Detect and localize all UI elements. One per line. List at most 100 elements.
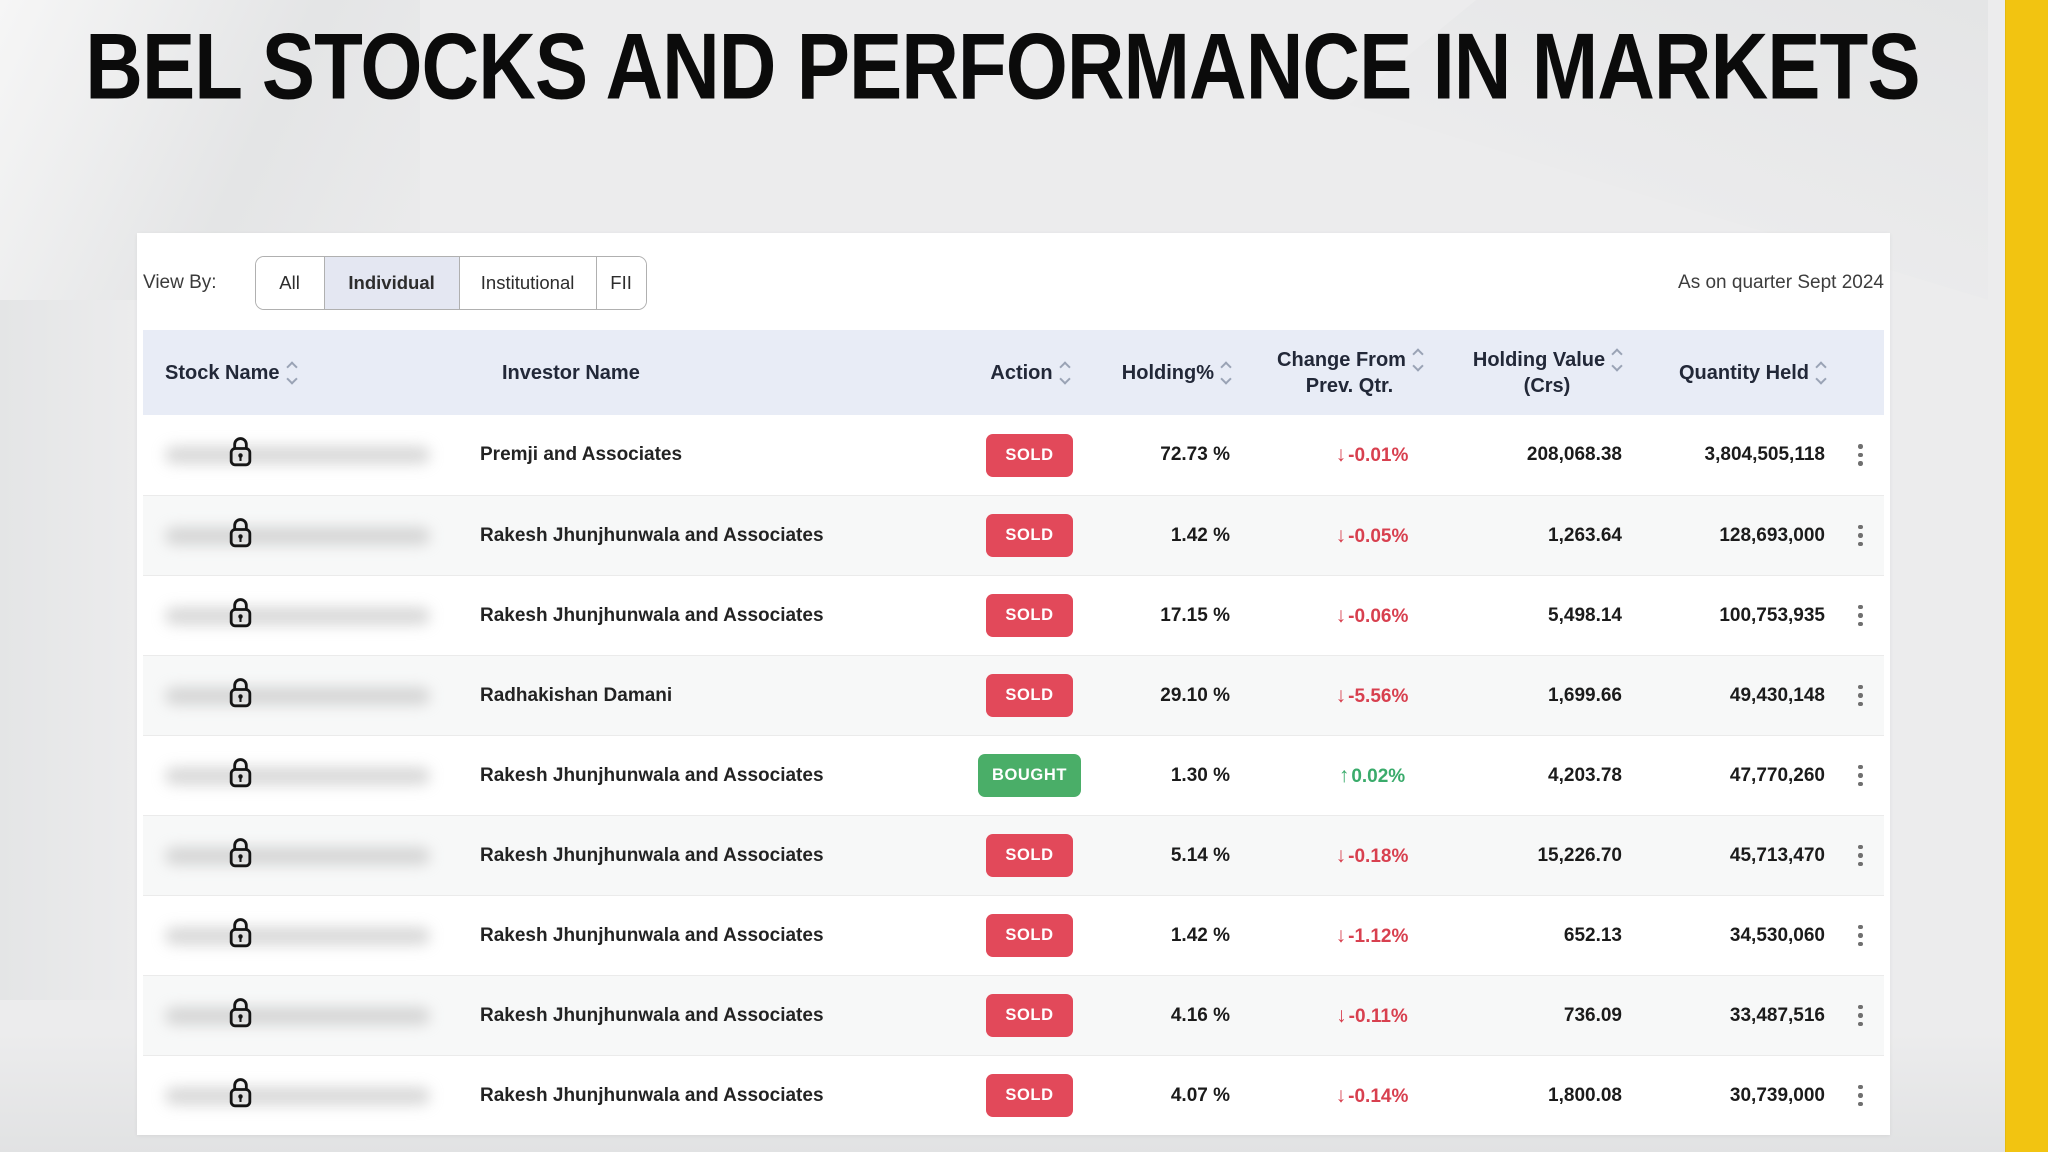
blurred-stock-name xyxy=(165,766,430,785)
change-from-prev-qtr: ↓ -0.06% xyxy=(1335,603,1409,627)
blurred-stock-name xyxy=(165,686,430,705)
column-header-holding-[interactable]: Holding% xyxy=(1102,360,1242,386)
lock-icon xyxy=(225,995,256,1036)
action-cell: SOLD xyxy=(957,1074,1102,1117)
column-header-holding-value[interactable]: Holding Value (Crs) xyxy=(1457,347,1637,399)
holding-percent: 1.42 % xyxy=(1170,924,1230,946)
investor-name: Rakesh Jhunjhunwala and Associates xyxy=(480,924,824,946)
kebab-menu-icon[interactable] xyxy=(1852,519,1869,553)
holding-percent: 29.10 % xyxy=(1160,684,1230,706)
kebab-menu-icon[interactable] xyxy=(1852,919,1869,953)
holding-value-crs: 4,203.78 xyxy=(1548,764,1622,786)
sort-icon xyxy=(1220,360,1232,385)
blurred-stock-name xyxy=(165,846,430,865)
holding-percent: 4.16 % xyxy=(1170,1004,1230,1026)
holding-value-crs: 1,263.64 xyxy=(1548,524,1622,546)
quantity-held: 3,804,505,118 xyxy=(1704,444,1825,465)
quantity-held: 45,713,470 xyxy=(1729,844,1825,866)
action-badge: SOLD xyxy=(986,1074,1073,1117)
blurred-stock-name xyxy=(165,526,430,545)
view-by-tab-all[interactable]: All xyxy=(255,257,324,309)
row-menu-cell xyxy=(1837,679,1884,713)
view-by-tab-individual[interactable]: Individual xyxy=(323,257,459,309)
row-menu-cell xyxy=(1837,759,1884,793)
view-by-tab-fii[interactable]: FII xyxy=(595,257,646,309)
investor-name: Rakesh Jhunjhunwala and Associates xyxy=(480,524,824,546)
stock-name-locked-cell xyxy=(143,496,480,575)
lock-icon xyxy=(225,915,256,956)
row-menu-cell xyxy=(1837,438,1884,472)
column-header-action[interactable]: Action xyxy=(957,360,1102,386)
row-menu-cell xyxy=(1837,919,1884,953)
column-header-stock-name[interactable]: Stock Name xyxy=(143,360,480,386)
view-by-tab-institutional[interactable]: Institutional xyxy=(458,257,596,309)
table-row: Rakesh Jhunjhunwala and Associates SOLD 1.… xyxy=(143,895,1884,975)
view-by-label: View By: xyxy=(143,272,217,293)
change-from-prev-qtr: ↓ -0.18% xyxy=(1335,843,1409,867)
arrow-down-icon: ↓ xyxy=(1335,1083,1347,1107)
blurred-stock-name xyxy=(165,1086,430,1105)
holding-percent: 17.15 % xyxy=(1160,604,1230,626)
arrow-down-icon: ↓ xyxy=(1335,843,1347,867)
investor-name: Rakesh Jhunjhunwala and Associates xyxy=(480,604,824,626)
table-body: Premji and Associates SOLD 72.73 % ↓ -0.01% 2… xyxy=(143,415,1884,1135)
change-from-prev-qtr: ↓ -0.01% xyxy=(1335,443,1409,466)
action-badge: BOUGHT xyxy=(977,754,1082,797)
investor-name: Rakesh Jhunjhunwala and Associates xyxy=(480,844,824,866)
quantity-held: 30,739,000 xyxy=(1729,1084,1825,1106)
action-badge: SOLD xyxy=(986,834,1073,877)
filter-row: View By: All Individual Institutional FII A… xyxy=(143,255,1884,311)
table-row: Radhakishan Damani SOLD 29.10 % ↓ -5.56% 1,69… xyxy=(143,655,1884,735)
holdings-panel: View By: All Individual Institutional FII A… xyxy=(137,233,1890,1135)
action-badge: SOLD xyxy=(986,994,1073,1037)
action-cell: SOLD xyxy=(957,914,1102,957)
holding-value-crs: 652.13 xyxy=(1563,924,1622,946)
investor-name: Rakesh Jhunjhunwala and Associates xyxy=(480,1004,824,1026)
arrow-down-icon: ↓ xyxy=(1335,923,1347,947)
change-from-prev-qtr: ↓ -1.12% xyxy=(1335,923,1409,947)
stock-name-locked-cell xyxy=(143,576,480,655)
action-badge: SOLD xyxy=(986,594,1073,637)
sort-icon xyxy=(1815,360,1827,385)
kebab-menu-icon[interactable] xyxy=(1852,999,1869,1033)
action-cell: SOLD xyxy=(957,594,1102,637)
holding-value-crs: 1,699.66 xyxy=(1548,684,1622,706)
investor-name: Rakesh Jhunjhunwala and Associates xyxy=(480,764,824,786)
stock-name-locked-cell xyxy=(143,976,480,1055)
stock-name-locked-cell xyxy=(143,1056,480,1135)
holding-value-crs: 208,068.38 xyxy=(1526,444,1622,465)
quantity-held: 49,430,148 xyxy=(1729,684,1825,706)
action-badge: SOLD xyxy=(986,914,1073,957)
arrow-down-icon: ↓ xyxy=(1335,683,1347,707)
table-row: Rakesh Jhunjhunwala and Associates SOLD 5.… xyxy=(143,815,1884,895)
column-header-quantity-held[interactable]: Quantity Held xyxy=(1637,360,1837,386)
kebab-menu-icon[interactable] xyxy=(1852,759,1869,793)
kebab-menu-icon[interactable] xyxy=(1852,839,1869,873)
stock-name-locked-cell xyxy=(143,736,480,815)
arrow-down-icon: ↓ xyxy=(1335,603,1347,627)
action-cell: SOLD xyxy=(957,514,1102,557)
action-cell: SOLD xyxy=(957,674,1102,717)
blurred-stock-name xyxy=(165,446,430,464)
investor-name: Premji and Associates xyxy=(480,444,683,465)
kebab-menu-icon[interactable] xyxy=(1852,679,1869,713)
as-on-quarter-label: As on quarter Sept 2024 xyxy=(1678,272,1884,293)
stock-name-locked-cell xyxy=(143,816,480,895)
row-menu-cell xyxy=(1837,599,1884,633)
action-badge: SOLD xyxy=(986,674,1073,717)
lock-icon xyxy=(225,435,256,476)
row-menu-cell xyxy=(1837,519,1884,553)
blurred-stock-name xyxy=(165,926,430,945)
holding-percent: 5.14 % xyxy=(1170,844,1230,866)
page-title: BEL STOCKS AND PERFORMANCE IN MARKETS xyxy=(85,13,1920,119)
column-header-change-from[interactable]: Change From Prev. Qtr. xyxy=(1242,347,1457,399)
arrow-down-icon: ↓ xyxy=(1335,523,1347,547)
view-by-tabs: All Individual Institutional FII xyxy=(254,256,647,310)
kebab-menu-icon[interactable] xyxy=(1852,599,1869,633)
lock-icon xyxy=(225,595,256,636)
kebab-menu-icon[interactable] xyxy=(1852,438,1869,472)
holding-value-crs: 736.09 xyxy=(1563,1004,1622,1026)
change-from-prev-qtr: ↓ -0.05% xyxy=(1335,523,1409,547)
holding-value-crs: 1,800.08 xyxy=(1548,1084,1622,1106)
kebab-menu-icon[interactable] xyxy=(1852,1079,1869,1113)
